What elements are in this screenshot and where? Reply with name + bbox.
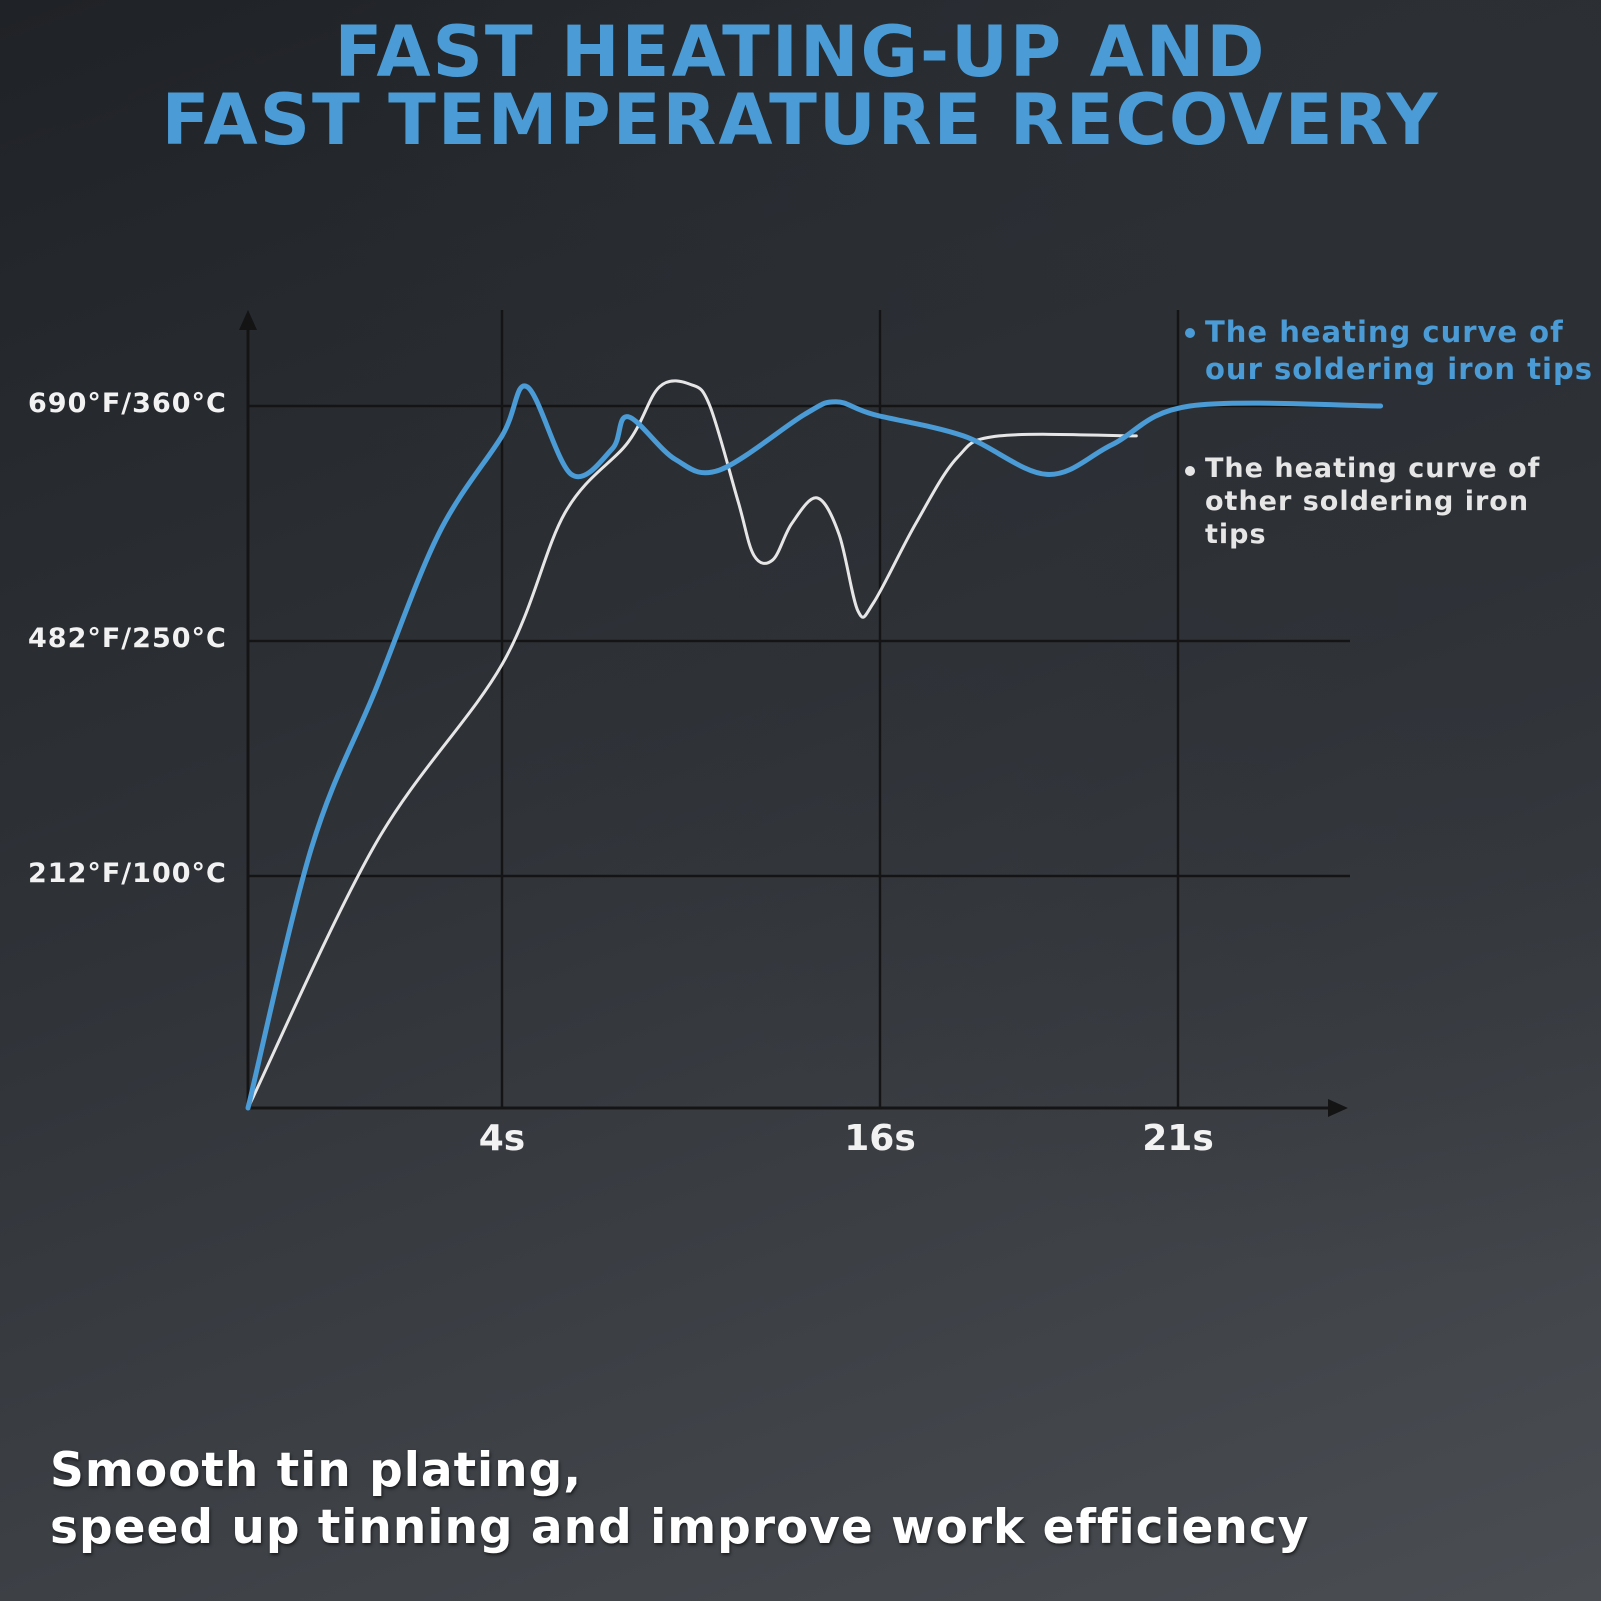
legend-our-tips: The heating curve of our soldering iron … (1185, 314, 1593, 388)
legend-other-tips: The heating curve of other soldering iro… (1185, 452, 1601, 551)
y-axis-arrow (239, 310, 257, 330)
x-tick-label-0: 4s (478, 1118, 526, 1159)
legend-dot-others (1185, 466, 1195, 476)
legend-other-tips-line1: The heating curve of (1205, 453, 1541, 484)
chart-title-line-1: FAST HEATING-UP AND (334, 11, 1267, 93)
axes-layer (239, 310, 1348, 1117)
x-axis-arrow (1328, 1099, 1348, 1117)
legend-our-tips-line1: The heating curve of (1205, 315, 1564, 349)
y-tick-label-2: 690°F/360°C (28, 388, 227, 419)
legend-our-tips-line2: our soldering iron tips (1205, 352, 1593, 386)
grid-layer (248, 310, 1350, 1108)
y-tick-label-0: 212°F/100°C (28, 858, 227, 889)
legend-dot-ours (1185, 328, 1195, 338)
series-line-our-tips (245, 383, 1384, 1111)
x-tick-label-1: 16s (844, 1118, 916, 1159)
y-tick-label-1: 482°F/250°C (28, 623, 227, 654)
footer-line-2: speed up tinning and improve work effici… (50, 1500, 1310, 1555)
chart-title-line-2: FAST TEMPERATURE RECOVERY (161, 79, 1440, 161)
series-line-other-tips (246, 379, 1138, 1110)
x-tick-label-2: 21s (1142, 1118, 1214, 1159)
legend-other-tips-line2: other soldering iron tips (1205, 486, 1530, 550)
series-layer (245, 379, 1384, 1111)
footer-line-1: Smooth tin plating, (50, 1443, 583, 1498)
